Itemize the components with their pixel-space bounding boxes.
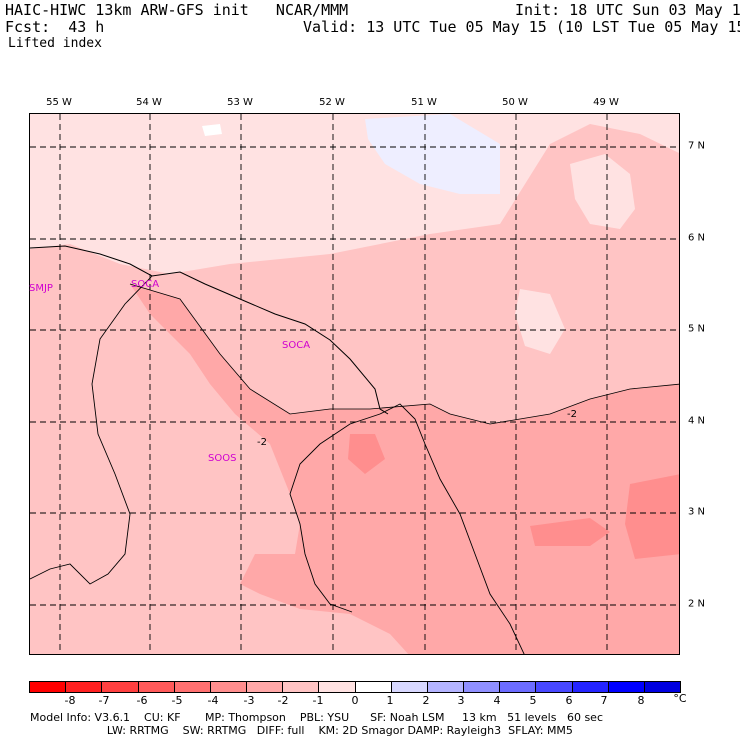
shade-minus1-patch-north xyxy=(515,289,565,354)
colorbar-segment xyxy=(173,681,211,693)
colorbar-tick: -6 xyxy=(136,694,148,707)
colorbar-segment xyxy=(318,681,356,693)
contour-minus2 xyxy=(129,283,679,425)
colorbar-segment xyxy=(535,681,573,693)
colorbar-tick: 5 xyxy=(529,694,537,707)
colorbar-segment xyxy=(390,681,428,693)
colorbar-segment xyxy=(499,681,537,693)
shade-minus1-ne-hole xyxy=(570,154,635,229)
colorbar-segment xyxy=(282,681,320,693)
shade-minus3-patch xyxy=(530,518,610,546)
colorbar-tick: -2 xyxy=(277,694,289,707)
colorbar-unit: °C xyxy=(673,692,687,705)
lon-label: 49 W xyxy=(593,97,619,108)
graticule xyxy=(30,114,679,654)
shade-minus3-patch xyxy=(625,474,679,559)
colorbar-segment xyxy=(65,681,103,693)
border-mid xyxy=(289,413,381,613)
lon-label: 51 W xyxy=(411,97,437,108)
station-label: SOOS xyxy=(208,453,237,464)
lon-label: 53 W xyxy=(227,97,253,108)
colorbar-segment xyxy=(607,681,645,693)
colorbar-segment xyxy=(571,681,609,693)
lat-label: 6 N xyxy=(688,232,706,244)
colorbar-tick: 1 xyxy=(386,694,394,707)
model-info-line1: Model Info: V3.6.1 CU: KF MP: Thompson P… xyxy=(30,711,603,724)
shade-positive-north xyxy=(365,114,500,194)
colorbar-tick: 2 xyxy=(422,694,430,707)
lon-label: 55 W xyxy=(46,97,72,108)
colorbar-tick: 8 xyxy=(637,694,645,707)
lat-label: 5 N xyxy=(688,323,706,335)
colorbar-segment xyxy=(209,681,247,693)
colorbar-tick: -1 xyxy=(312,694,324,707)
colorbar-segment xyxy=(137,681,175,693)
model-info-line2: LW: RRTMG SW: RRTMG DIFF: full KM: 2D Sm… xyxy=(30,724,573,737)
colorbar-tick: 7 xyxy=(600,694,608,707)
shade-minus2-coast xyxy=(130,284,679,654)
coastline xyxy=(30,245,389,415)
lifted-index-field xyxy=(30,114,679,654)
model-title: HAIC-HIWC 13km ARW-GFS init NCAR/MMM xyxy=(5,1,349,19)
colorbar-segment xyxy=(643,681,681,693)
station-label: SOCA xyxy=(131,279,160,290)
colorbar-tick: 0 xyxy=(351,694,359,707)
map-panel xyxy=(29,113,680,655)
lat-label: 7 N xyxy=(688,140,706,152)
colorbar-tick: -7 xyxy=(98,694,110,707)
station-label: SOCA xyxy=(282,340,311,351)
colorbar-segment xyxy=(246,681,283,693)
shade-positive-blob xyxy=(202,124,222,136)
shade-minus3-patch xyxy=(348,434,385,474)
valid-time: Valid: 13 UTC Tue 05 May 15 (10 LST Tue … xyxy=(303,18,740,36)
colorbar-segment xyxy=(463,681,500,693)
field-name: Lifted index xyxy=(8,36,102,51)
colorbar-tick: 3 xyxy=(457,694,465,707)
lat-label: 3 N xyxy=(688,506,706,518)
colorbar-tick: -4 xyxy=(207,694,219,707)
colorbar-tick: -5 xyxy=(171,694,183,707)
colorbar-segment xyxy=(101,681,139,693)
contour-label: -2 xyxy=(257,437,267,448)
border-east xyxy=(379,403,525,654)
lat-label: 2 N xyxy=(688,598,706,610)
lon-label: 54 W xyxy=(136,97,162,108)
colorbar-tick: -3 xyxy=(243,694,255,707)
lon-label: 50 W xyxy=(502,97,528,108)
station-label: SMJP xyxy=(29,283,53,294)
colorbar-tick: 4 xyxy=(493,694,501,707)
colorbar-segment xyxy=(29,681,66,693)
colorbar-tick: 6 xyxy=(565,694,573,707)
contour-label: -2 xyxy=(567,409,577,420)
forecast-hour: Fcst: 43 h xyxy=(5,18,105,36)
colorbar-tick: -8 xyxy=(64,694,76,707)
lon-label: 52 W xyxy=(319,97,345,108)
border-west xyxy=(30,275,153,585)
colorbar-segment xyxy=(354,681,392,693)
colorbar-segment xyxy=(426,681,464,693)
init-time: Init: 18 UTC Sun 03 May 15 xyxy=(515,1,740,19)
lat-label: 4 N xyxy=(688,415,706,427)
